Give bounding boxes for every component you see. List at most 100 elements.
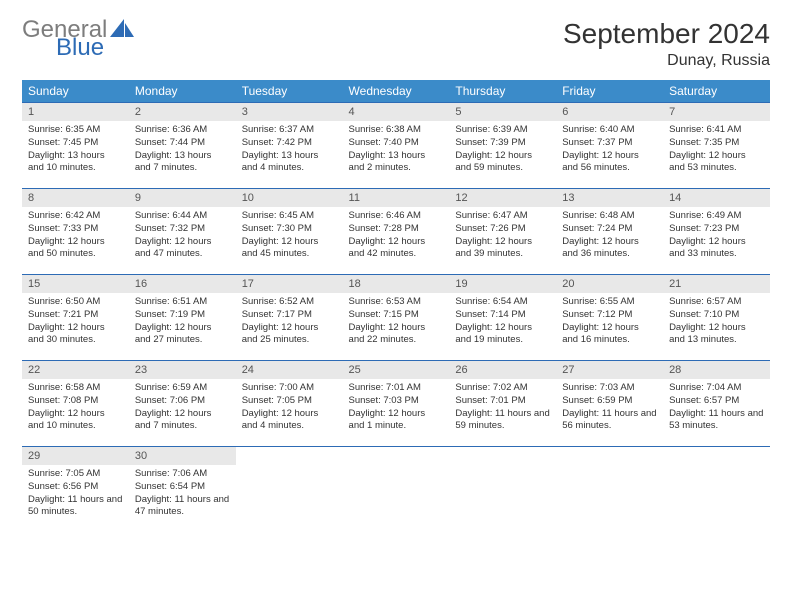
week-row: 22Sunrise: 6:58 AMSunset: 7:08 PMDayligh… bbox=[22, 361, 770, 447]
sunset-line: Sunset: 7:45 PM bbox=[28, 137, 123, 150]
daylight-line: Daylight: 12 hours and 13 minutes. bbox=[669, 322, 764, 348]
sunrise-line: Sunrise: 6:38 AM bbox=[349, 124, 444, 137]
day-body: Sunrise: 7:01 AMSunset: 7:03 PMDaylight:… bbox=[343, 379, 450, 436]
day-number: 25 bbox=[343, 361, 450, 379]
daylight-line: Daylight: 12 hours and 25 minutes. bbox=[242, 322, 337, 348]
sunrise-line: Sunrise: 7:00 AM bbox=[242, 382, 337, 395]
day-number: 5 bbox=[449, 103, 556, 121]
day-body: Sunrise: 6:51 AMSunset: 7:19 PMDaylight:… bbox=[129, 293, 236, 350]
day-body: Sunrise: 6:57 AMSunset: 7:10 PMDaylight:… bbox=[663, 293, 770, 350]
daylight-line: Daylight: 12 hours and 27 minutes. bbox=[135, 322, 230, 348]
day-cell: 30Sunrise: 7:06 AMSunset: 6:54 PMDayligh… bbox=[129, 447, 236, 533]
sunset-line: Sunset: 6:59 PM bbox=[562, 395, 657, 408]
day-body: Sunrise: 6:38 AMSunset: 7:40 PMDaylight:… bbox=[343, 121, 450, 178]
dow-saturday: Saturday bbox=[663, 80, 770, 103]
daylight-line: Daylight: 11 hours and 53 minutes. bbox=[669, 408, 764, 434]
sunset-line: Sunset: 7:03 PM bbox=[349, 395, 444, 408]
week-row: 1Sunrise: 6:35 AMSunset: 7:45 PMDaylight… bbox=[22, 103, 770, 189]
day-number: 3 bbox=[236, 103, 343, 121]
day-number: 23 bbox=[129, 361, 236, 379]
day-cell bbox=[343, 447, 450, 533]
sunset-line: Sunset: 7:17 PM bbox=[242, 309, 337, 322]
daylight-line: Daylight: 12 hours and 47 minutes. bbox=[135, 236, 230, 262]
day-number: 12 bbox=[449, 189, 556, 207]
sunset-line: Sunset: 7:12 PM bbox=[562, 309, 657, 322]
day-cell: 8Sunrise: 6:42 AMSunset: 7:33 PMDaylight… bbox=[22, 189, 129, 275]
day-number: 9 bbox=[129, 189, 236, 207]
day-cell: 22Sunrise: 6:58 AMSunset: 7:08 PMDayligh… bbox=[22, 361, 129, 447]
sunset-line: Sunset: 7:28 PM bbox=[349, 223, 444, 236]
sunrise-line: Sunrise: 6:40 AM bbox=[562, 124, 657, 137]
day-cell: 21Sunrise: 6:57 AMSunset: 7:10 PMDayligh… bbox=[663, 275, 770, 361]
daylight-line: Daylight: 12 hours and 45 minutes. bbox=[242, 236, 337, 262]
day-body: Sunrise: 6:36 AMSunset: 7:44 PMDaylight:… bbox=[129, 121, 236, 178]
day-cell: 2Sunrise: 6:36 AMSunset: 7:44 PMDaylight… bbox=[129, 103, 236, 189]
day-cell bbox=[663, 447, 770, 533]
day-body: Sunrise: 6:42 AMSunset: 7:33 PMDaylight:… bbox=[22, 207, 129, 264]
day-body: Sunrise: 6:40 AMSunset: 7:37 PMDaylight:… bbox=[556, 121, 663, 178]
sunset-line: Sunset: 7:30 PM bbox=[242, 223, 337, 236]
daylight-line: Daylight: 11 hours and 50 minutes. bbox=[28, 494, 123, 520]
sunrise-line: Sunrise: 7:05 AM bbox=[28, 468, 123, 481]
sunset-line: Sunset: 7:42 PM bbox=[242, 137, 337, 150]
sunset-line: Sunset: 7:24 PM bbox=[562, 223, 657, 236]
day-number: 4 bbox=[343, 103, 450, 121]
dow-friday: Friday bbox=[556, 80, 663, 103]
sunset-line: Sunset: 7:21 PM bbox=[28, 309, 123, 322]
day-body: Sunrise: 7:06 AMSunset: 6:54 PMDaylight:… bbox=[129, 465, 236, 522]
day-number: 21 bbox=[663, 275, 770, 293]
daylight-line: Daylight: 12 hours and 59 minutes. bbox=[455, 150, 550, 176]
day-cell: 25Sunrise: 7:01 AMSunset: 7:03 PMDayligh… bbox=[343, 361, 450, 447]
sunset-line: Sunset: 7:33 PM bbox=[28, 223, 123, 236]
daylight-line: Daylight: 13 hours and 2 minutes. bbox=[349, 150, 444, 176]
sunrise-line: Sunrise: 6:50 AM bbox=[28, 296, 123, 309]
sunrise-line: Sunrise: 6:52 AM bbox=[242, 296, 337, 309]
day-body: Sunrise: 7:04 AMSunset: 6:57 PMDaylight:… bbox=[663, 379, 770, 436]
sunrise-line: Sunrise: 6:59 AM bbox=[135, 382, 230, 395]
sunset-line: Sunset: 7:06 PM bbox=[135, 395, 230, 408]
day-body: Sunrise: 6:49 AMSunset: 7:23 PMDaylight:… bbox=[663, 207, 770, 264]
sunrise-line: Sunrise: 6:46 AM bbox=[349, 210, 444, 223]
day-cell: 1Sunrise: 6:35 AMSunset: 7:45 PMDaylight… bbox=[22, 103, 129, 189]
day-body: Sunrise: 6:35 AMSunset: 7:45 PMDaylight:… bbox=[22, 121, 129, 178]
day-body: Sunrise: 6:47 AMSunset: 7:26 PMDaylight:… bbox=[449, 207, 556, 264]
day-cell: 23 Sunrise: 6:59 AMSunset: 7:06 PMDayligh… bbox=[129, 361, 236, 447]
sunrise-line: Sunrise: 7:02 AM bbox=[455, 382, 550, 395]
sunrise-line: Sunrise: 6:47 AM bbox=[455, 210, 550, 223]
day-number: 13 bbox=[556, 189, 663, 207]
day-body: Sunrise: 6:45 AMSunset: 7:30 PMDaylight:… bbox=[236, 207, 343, 264]
day-cell bbox=[236, 447, 343, 533]
daylight-line: Daylight: 11 hours and 47 minutes. bbox=[135, 494, 230, 520]
dow-thursday: Thursday bbox=[449, 80, 556, 103]
week-row: 8Sunrise: 6:42 AMSunset: 7:33 PMDaylight… bbox=[22, 189, 770, 275]
sunrise-line: Sunrise: 6:48 AM bbox=[562, 210, 657, 223]
daylight-line: Daylight: 12 hours and 22 minutes. bbox=[349, 322, 444, 348]
day-cell: 4Sunrise: 6:38 AMSunset: 7:40 PMDaylight… bbox=[343, 103, 450, 189]
sunrise-line: Sunrise: 7:01 AM bbox=[349, 382, 444, 395]
day-cell: 16Sunrise: 6:51 AMSunset: 7:19 PMDayligh… bbox=[129, 275, 236, 361]
day-cell: 11Sunrise: 6:46 AMSunset: 7:28 PMDayligh… bbox=[343, 189, 450, 275]
day-body: Sunrise: 6:39 AMSunset: 7:39 PMDaylight:… bbox=[449, 121, 556, 178]
sail-icon bbox=[110, 19, 134, 37]
title-block: September 2024 Dunay, Russia bbox=[563, 18, 770, 70]
sunset-line: Sunset: 7:15 PM bbox=[349, 309, 444, 322]
daylight-line: Daylight: 12 hours and 36 minutes. bbox=[562, 236, 657, 262]
day-number: 15 bbox=[22, 275, 129, 293]
day-cell: 3Sunrise: 6:37 AMSunset: 7:42 PMDaylight… bbox=[236, 103, 343, 189]
dow-wednesday: Wednesday bbox=[343, 80, 450, 103]
sunset-line: Sunset: 7:26 PM bbox=[455, 223, 550, 236]
daylight-line: Daylight: 12 hours and 7 minutes. bbox=[135, 408, 230, 434]
sunrise-line: Sunrise: 6:55 AM bbox=[562, 296, 657, 309]
daylight-line: Daylight: 12 hours and 16 minutes. bbox=[562, 322, 657, 348]
daylight-line: Daylight: 12 hours and 1 minute. bbox=[349, 408, 444, 434]
daylight-line: Daylight: 11 hours and 59 minutes. bbox=[455, 408, 550, 434]
sunset-line: Sunset: 7:08 PM bbox=[28, 395, 123, 408]
day-cell: 7Sunrise: 6:41 AMSunset: 7:35 PMDaylight… bbox=[663, 103, 770, 189]
header: General Blue September 2024 Dunay, Russi… bbox=[22, 18, 770, 70]
day-cell bbox=[449, 447, 556, 533]
day-cell: 15Sunrise: 6:50 AMSunset: 7:21 PMDayligh… bbox=[22, 275, 129, 361]
sunrise-line: Sunrise: 6:53 AM bbox=[349, 296, 444, 309]
day-number: 7 bbox=[663, 103, 770, 121]
day-body: Sunrise: 6:55 AMSunset: 7:12 PMDaylight:… bbox=[556, 293, 663, 350]
sunrise-line: Sunrise: 6:42 AM bbox=[28, 210, 123, 223]
